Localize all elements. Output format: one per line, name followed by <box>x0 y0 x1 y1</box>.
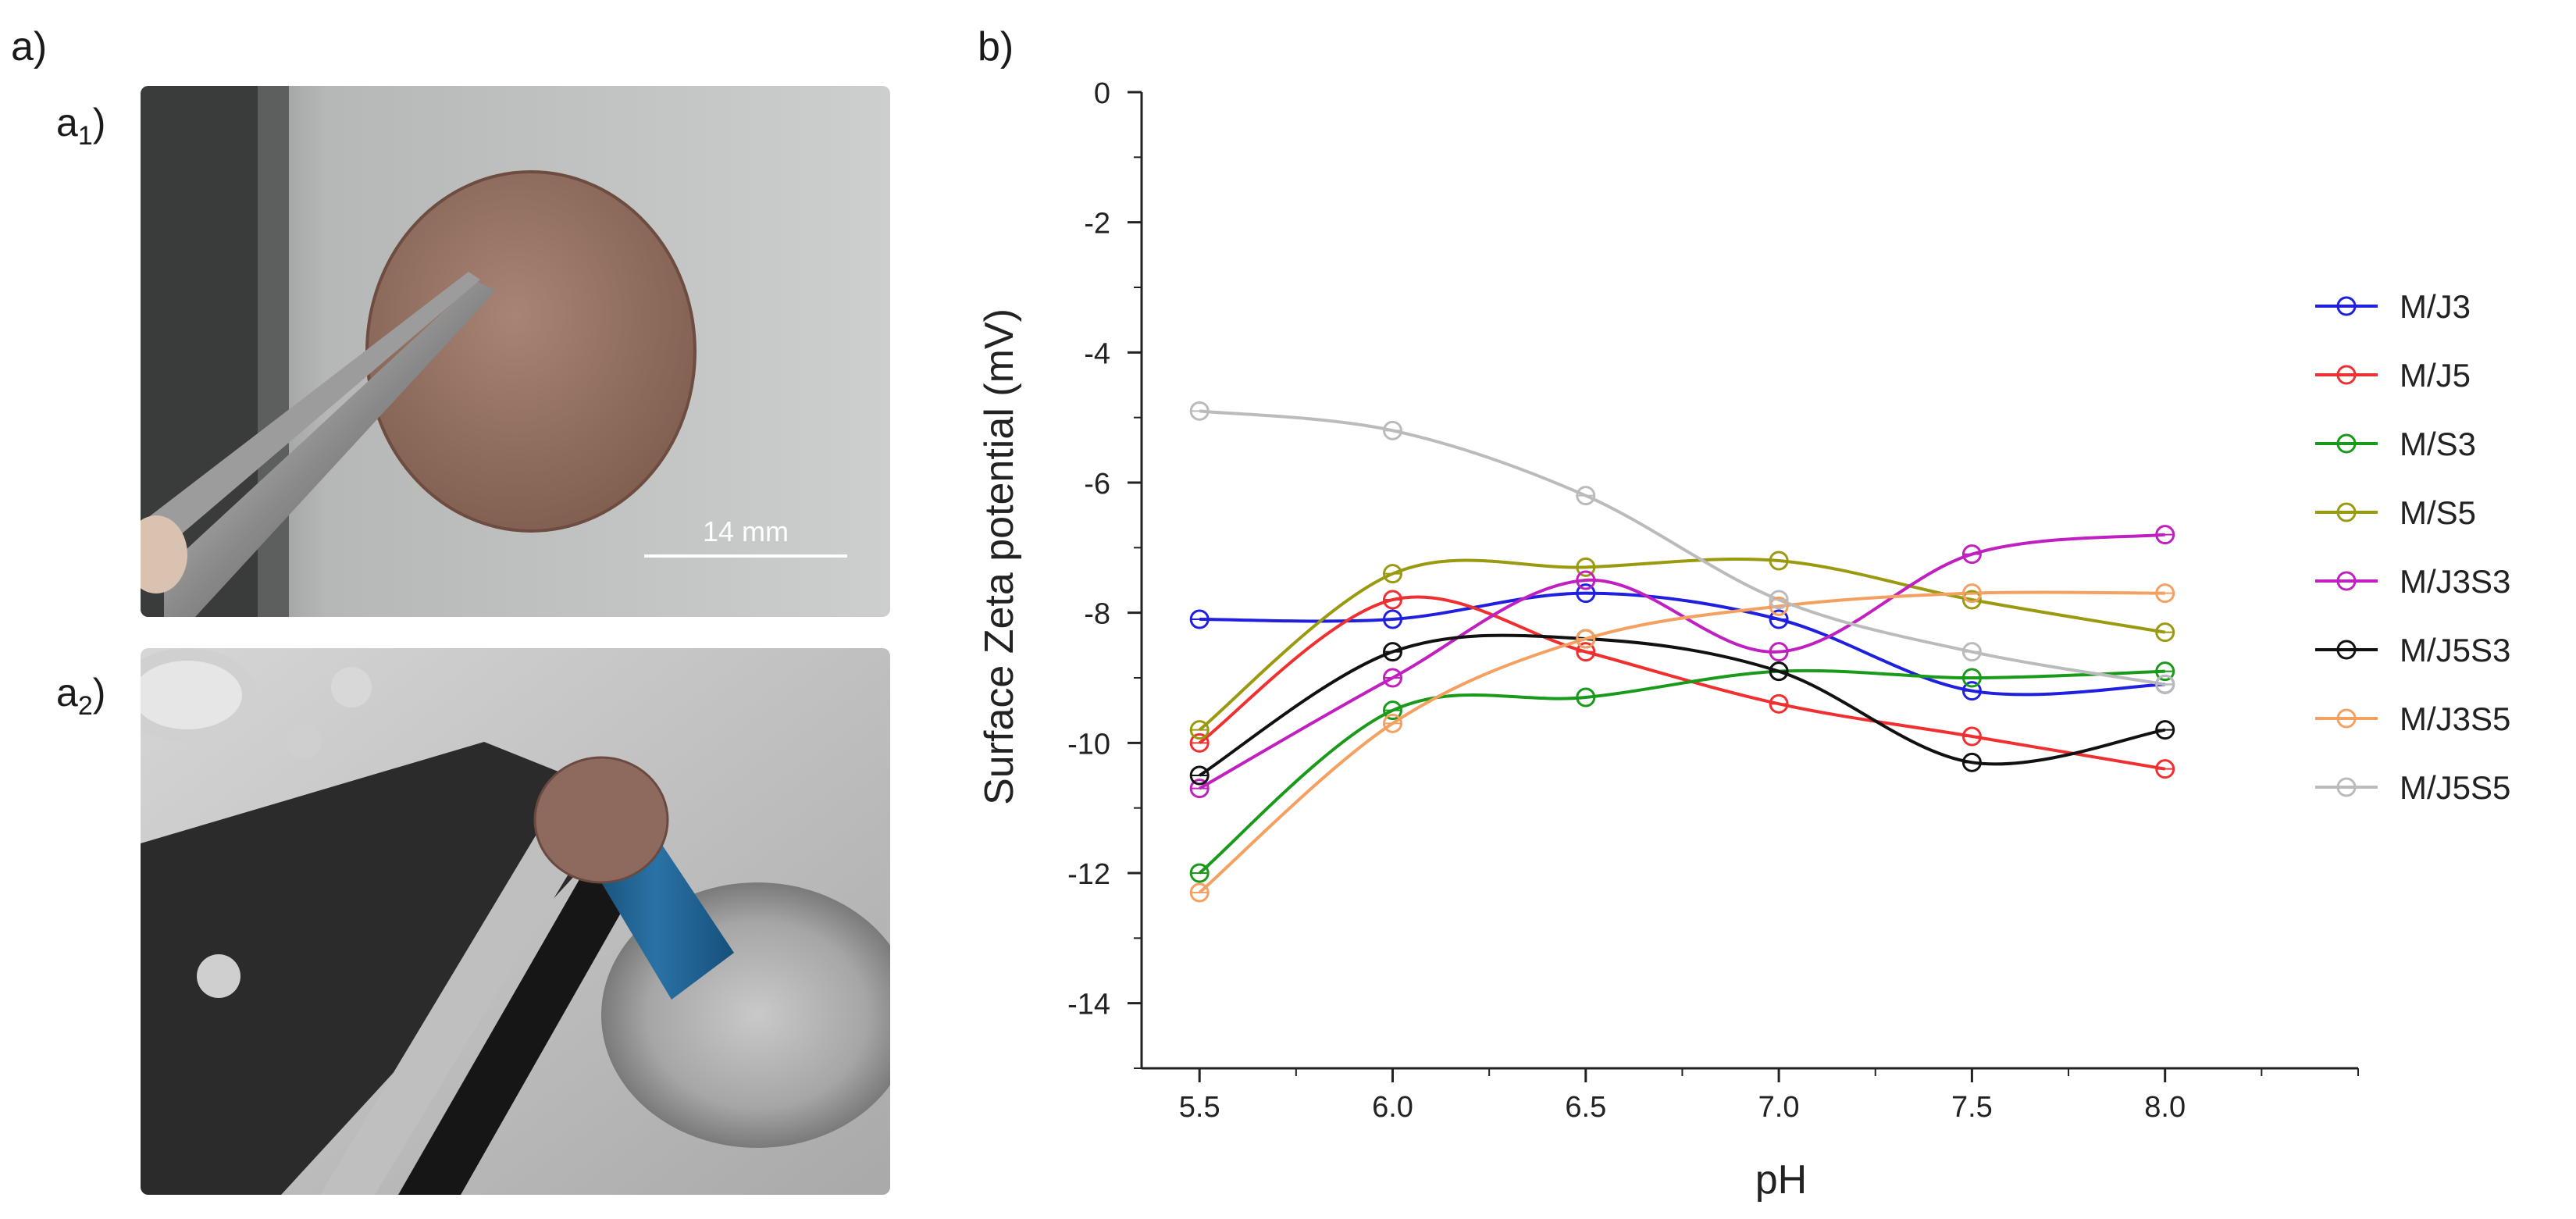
y-tick-label: -10 <box>1067 728 1110 761</box>
finger <box>141 515 187 593</box>
photo-a1-drawing: 14 mm <box>141 86 890 617</box>
legend-marker-m-j5s3 <box>2336 640 2357 660</box>
legend-marker-m-s3 <box>2336 433 2357 454</box>
x-tick-label: 6.0 <box>1372 1091 1413 1124</box>
chart-series-points <box>1189 401 2175 903</box>
scale-bar-label: 14 mm <box>703 515 789 547</box>
legend-marker-m-j5 <box>2336 365 2357 385</box>
screw-2 <box>331 667 372 708</box>
tweezers <box>164 281 496 617</box>
series-line-m-j5 <box>1198 595 2166 771</box>
chart-axes: 0 -2 -4 -6 -8 -10 -12 -14 5.5 6.0 6.5 7.0 7.5 8.0 <box>1067 77 2359 1124</box>
legend-label-m-j5: M/J5 <box>2400 357 2471 394</box>
legend-marker-m-j5s5 <box>2336 777 2357 797</box>
chart-series-lines <box>1198 409 2166 894</box>
x-tick-label: 7.5 <box>1951 1091 1993 1124</box>
y-tick-label: -6 <box>1084 468 1110 501</box>
series-line-m-j5s3 <box>1199 633 2166 777</box>
chart-legend: M/J3 M/J5 M/S3 M/S5 M/J3S3 M/J5S3 M/J3S5 M/J5S5 <box>2315 288 2510 806</box>
series-line-m-s5 <box>1198 557 2166 732</box>
x-tick-label: 6.5 <box>1565 1091 1606 1124</box>
y-tick-label: -8 <box>1084 598 1110 631</box>
stage-rail <box>320 765 625 1195</box>
panel-a2-label: a2) <box>56 670 105 722</box>
legend-marker-m-s5 <box>2336 502 2357 522</box>
panel-a1-label: a1) <box>56 100 105 151</box>
x-tick-label: 7.0 <box>1758 1091 1800 1124</box>
legend-label-m-j5s3: M/J5S3 <box>2400 632 2510 668</box>
legend-marker-m-j3 <box>2336 296 2357 316</box>
mounted-membrane-edge <box>533 756 669 884</box>
legend-label-m-s5: M/S5 <box>2400 494 2476 531</box>
y-tick-label: 0 <box>1094 77 1110 110</box>
panel-a1-paren: ) <box>92 101 106 144</box>
panel-a-label: a) <box>11 24 48 70</box>
membrane-disc <box>367 172 695 531</box>
panel-a2-paren: ) <box>92 671 106 715</box>
panel-b-label: b) <box>978 24 1014 70</box>
legend-label-m-s3: M/S3 <box>2400 426 2476 462</box>
stage-body <box>141 742 640 1195</box>
panel-a1-subscript: 1 <box>77 121 93 151</box>
y-tick-label: -14 <box>1067 989 1110 1021</box>
series-line-m-j5s5 <box>1199 409 2166 686</box>
y-tick-label: -2 <box>1084 208 1110 241</box>
legend-label-m-j3s5: M/J3S5 <box>2400 700 2510 737</box>
legend-label-m-j5s5: M/J5S5 <box>2400 769 2510 806</box>
panel-a2-letter: a <box>56 671 78 715</box>
photo-a2-holder <box>141 648 890 1195</box>
series-line-m-j3s3 <box>1199 533 2165 790</box>
legend-label-m-j3: M/J3 <box>2400 288 2471 325</box>
screw-1 <box>197 954 240 998</box>
x-axis-label: pH <box>1755 1157 1807 1203</box>
x-tick-label: 5.5 <box>1179 1091 1220 1124</box>
knob-top <box>141 661 242 729</box>
stage-clamp <box>398 828 656 1195</box>
series-line-m-j3s5 <box>1198 590 2165 894</box>
y-tick-label: -12 <box>1067 858 1110 891</box>
legend-marker-m-j3s5 <box>2336 708 2357 729</box>
legend-marker-m-j3s3 <box>2336 571 2357 591</box>
photo-a1-membrane: 14 mm <box>141 86 890 617</box>
series-line-m-j3 <box>1199 591 2165 697</box>
panel-a2-subscript: 2 <box>77 691 93 721</box>
y-tick-label: -4 <box>1084 337 1110 370</box>
x-tick-label: 8.0 <box>2144 1091 2186 1124</box>
screw-3 <box>287 725 322 759</box>
y-axis-label: Surface Zeta potential (mV) <box>977 308 1022 805</box>
photo-a2-drawing <box>141 648 890 1195</box>
mounted-membrane <box>535 757 668 882</box>
panel-a1-letter: a <box>56 101 78 144</box>
series-line-m-s3 <box>1198 668 2165 875</box>
tweezers-upper-arm <box>141 272 480 562</box>
legend-label-m-j3s3: M/J3S3 <box>2400 563 2510 600</box>
